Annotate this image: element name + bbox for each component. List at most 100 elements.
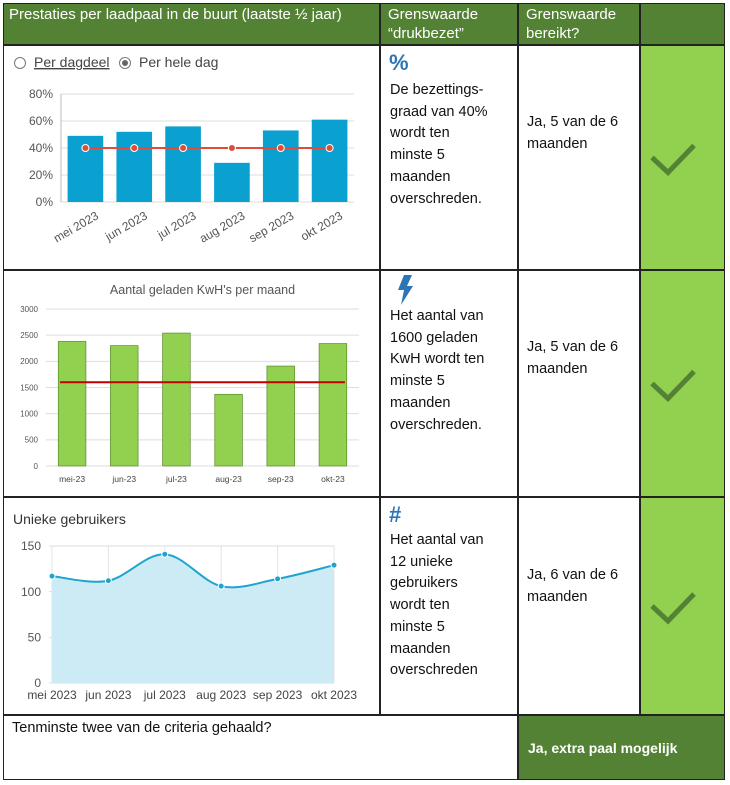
checkmark [650,143,696,177]
y-tick-label: 3000 [20,305,38,314]
x-tick-label: jun 2023 [102,208,150,244]
x-tick-label: sep 2023 [253,688,303,702]
description-line: overschreden. [390,190,482,207]
y-tick-label: 1500 [20,383,38,392]
lightning [398,275,413,305]
bar [214,393,243,467]
x-tick-label: jun-23 [111,474,136,484]
chart: Unieke gebruikers 0 50 100 150 mei 2023 jun 20… [13,511,357,702]
x-tick-label: sep-23 [268,474,294,484]
result-line: Ja, 5 van de 6 [527,339,619,355]
description-line: minste 5 [390,147,445,164]
header-cell [380,3,518,45]
y-tick-label: 40% [29,141,53,155]
y-tick-label: 20% [29,168,53,182]
threshold-point [130,144,139,152]
description-line: wordt ten [390,597,450,614]
x-tick-label: jul-23 [165,474,187,484]
threshold-point [276,144,285,152]
bar [116,131,153,202]
y-tick-label: 2000 [20,357,38,366]
description-line: maanden [390,640,451,657]
header-text: bereikt? [526,25,580,42]
header-text: “drukbezet” [388,25,464,42]
cell [518,45,640,270]
header-text: Grenswaarde [388,6,479,23]
chart-title: Aantal geladen KwH's per maand [110,283,295,297]
chart-title: Unieke gebruikers [13,511,126,527]
x-tick-label: sep 2023 [246,208,296,245]
header-title: Prestaties per laadpaal in de buurt (laa… [9,6,342,23]
x-tick-label: okt-23 [321,474,345,484]
x-tick-label: mei 2023 [27,688,77,702]
point [104,577,112,585]
x-tick-label: aug 2023 [196,688,246,702]
point [48,572,56,580]
y-tick-label: 0% [36,195,54,209]
x-tick-label: jul 2023 [154,208,199,242]
point [274,575,282,583]
y-tick-label: 0 [34,676,41,690]
description-line: wordt ten [390,125,450,142]
point [161,550,169,558]
icon: # [389,502,402,527]
point [217,582,225,590]
threshold-point [227,144,236,152]
x-tick-label: jul 2023 [143,688,186,702]
description-line: overschreden. [390,416,482,433]
bar [162,332,191,467]
y-tick-label: 50 [28,631,42,645]
check-icon [650,369,696,403]
y-tick-label: 2500 [20,331,38,340]
point [330,561,338,569]
description-line: De bezettings- [390,82,484,98]
x-tick-label: aug-23 [215,474,242,484]
description-line: minste 5 [390,373,445,390]
threshold-point [325,144,334,152]
result-line: maanden [527,588,588,605]
checkmark [650,369,696,403]
description-line: Het aantal van [390,308,484,324]
description-line: gebruikers [390,575,458,592]
lightning-icon [398,275,413,305]
radio-dot [122,60,128,66]
cell [380,497,518,715]
description-line: minste 5 [390,618,445,635]
description-line: maanden [390,168,451,185]
radio-label: Per dagdeel [34,54,110,70]
description-line: graad van 40% [390,103,488,120]
footer-cell [3,715,518,780]
bar [311,119,348,202]
description-line: overschreden [390,662,478,679]
bar [165,126,201,202]
x-tick-label: okt 2023 [311,688,357,702]
description-line: 12 unieke [390,553,453,570]
checkmark [650,592,696,625]
bar [110,345,139,467]
description-line: KwH wordt ten [390,351,485,368]
header-cell [518,3,640,45]
description-line: Het aantal van [390,532,484,548]
footer-answer-cell [518,715,725,780]
radio-button [14,57,26,69]
x-tick-label: mei 2023 [51,208,101,245]
y-tick-label: 500 [25,436,39,445]
result-line: maanden [527,360,588,377]
bar [214,162,250,202]
header-text: Grenswaarde [526,6,617,23]
icon: % [389,50,409,75]
result-line: maanden [527,135,588,152]
cell [380,270,518,497]
footer-question: Tenminste twee van de criteria gehaald? [12,720,272,736]
y-tick-label: 60% [29,114,53,128]
cell [518,270,640,497]
footer-answer: Ja, extra paal mogelijk [528,740,678,756]
header-cell [3,3,380,45]
bar [57,341,87,467]
cell [518,497,640,715]
chart: Aantal geladen KwH's per maand 0 500 1000 15… [20,283,359,484]
y-tick-label: 1000 [20,409,38,418]
bar [262,130,299,202]
threshold-point [81,144,90,152]
radio-label: Per hele dag [139,54,218,70]
